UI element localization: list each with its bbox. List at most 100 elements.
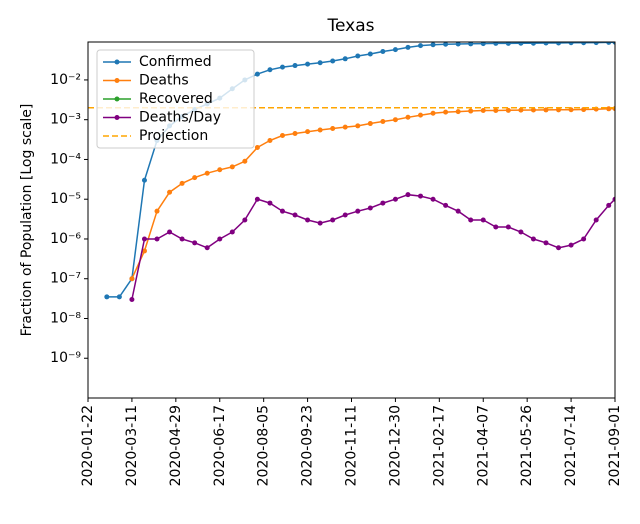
point xyxy=(229,164,235,170)
point xyxy=(505,224,511,230)
point xyxy=(568,42,574,46)
legend-marker xyxy=(114,78,120,83)
point xyxy=(229,229,235,235)
point xyxy=(581,42,587,46)
point xyxy=(505,42,511,46)
point xyxy=(468,217,474,223)
y-tick-label: 10⁻³ xyxy=(50,112,81,128)
x-tick-label: 2020-08-05 xyxy=(256,405,272,486)
point xyxy=(530,42,536,46)
point xyxy=(443,42,449,47)
point xyxy=(556,245,562,251)
point xyxy=(455,208,461,214)
point xyxy=(612,196,615,202)
legend-label: Recovered xyxy=(139,91,213,107)
series-line xyxy=(131,193,615,300)
series-line xyxy=(131,107,615,280)
point xyxy=(380,119,386,125)
point xyxy=(317,60,323,66)
plot-frame xyxy=(87,41,616,399)
point xyxy=(468,108,474,114)
point xyxy=(129,297,135,303)
point xyxy=(556,42,562,46)
point xyxy=(204,170,210,176)
point xyxy=(493,42,499,46)
x-tick-label: 2020-11-11 xyxy=(344,405,360,486)
point xyxy=(430,110,436,116)
point xyxy=(167,229,173,235)
point xyxy=(593,42,599,46)
point xyxy=(392,47,398,53)
legend-label: Deaths xyxy=(139,73,189,89)
y-tick-label: 10⁻⁹ xyxy=(50,350,81,366)
x-tick-label: 2020-12-30 xyxy=(387,405,403,486)
point xyxy=(342,212,348,218)
point xyxy=(141,236,147,242)
legend-label: Confirmed xyxy=(139,54,212,70)
point xyxy=(305,129,311,135)
chart-title: Texas xyxy=(327,16,375,36)
point xyxy=(217,167,223,173)
x-tick-label: 2021-07-14 xyxy=(563,405,579,486)
point xyxy=(530,236,536,242)
y-tick-label: 10⁻² xyxy=(50,72,81,88)
legend-box xyxy=(96,49,255,149)
point xyxy=(543,240,549,246)
point xyxy=(129,276,135,282)
point xyxy=(480,217,486,223)
point xyxy=(493,224,499,230)
point xyxy=(254,196,260,202)
point xyxy=(480,42,486,47)
point xyxy=(443,202,449,208)
x-tick-label: 2020-04-29 xyxy=(168,405,184,486)
legend-marker xyxy=(114,96,120,102)
point xyxy=(568,242,574,248)
point xyxy=(380,48,386,54)
point xyxy=(317,220,323,226)
point xyxy=(443,109,449,115)
point xyxy=(141,177,147,183)
point xyxy=(606,42,612,45)
point xyxy=(556,107,562,113)
point xyxy=(342,56,348,62)
x-tick-label: 2020-03-11 xyxy=(124,405,140,486)
point xyxy=(192,175,198,181)
x-tick-label: 2020-06-17 xyxy=(212,405,228,486)
point xyxy=(342,124,348,130)
point xyxy=(279,133,285,139)
point xyxy=(279,64,285,70)
x-tick-label: 2020-01-22 xyxy=(80,405,96,486)
point xyxy=(505,107,511,113)
point xyxy=(116,294,122,300)
point xyxy=(392,117,398,123)
point xyxy=(367,51,373,57)
point xyxy=(518,107,524,113)
point xyxy=(204,245,210,251)
legend-label: Deaths/Day xyxy=(139,110,221,126)
point xyxy=(305,217,311,223)
point xyxy=(330,58,336,64)
point xyxy=(380,200,386,206)
point xyxy=(292,130,298,136)
point xyxy=(455,42,461,47)
x-tick-label: 2021-09-01 xyxy=(607,405,623,486)
point xyxy=(418,43,424,49)
point xyxy=(267,137,273,143)
x-tick-label: 2021-02-17 xyxy=(431,405,447,486)
point xyxy=(405,192,411,198)
x-tick-label: 2021-04-07 xyxy=(475,405,491,486)
point xyxy=(154,208,160,214)
point xyxy=(606,202,612,208)
point xyxy=(612,42,615,45)
point xyxy=(430,42,436,48)
point xyxy=(242,217,248,223)
point xyxy=(292,212,298,218)
point xyxy=(367,205,373,211)
point xyxy=(367,121,373,127)
point xyxy=(392,196,398,202)
plot-area xyxy=(88,42,615,303)
point xyxy=(418,112,424,118)
point xyxy=(267,67,273,73)
point xyxy=(330,217,336,223)
